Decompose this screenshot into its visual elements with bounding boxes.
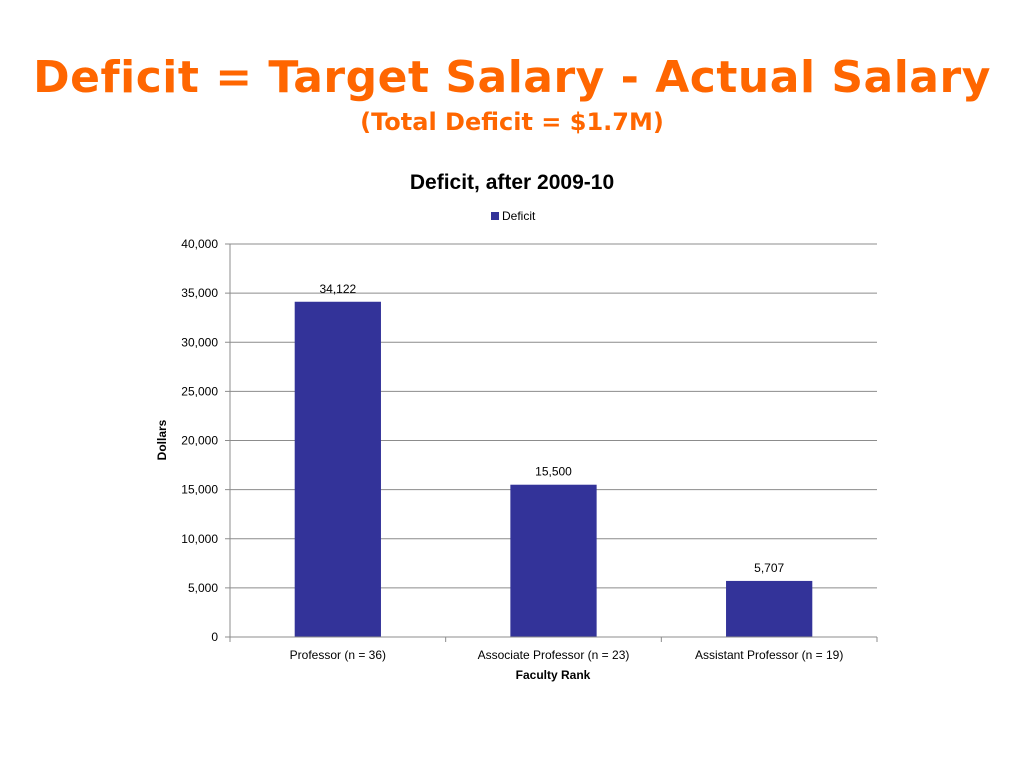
bar [294, 301, 381, 637]
y-tick-label: 25,000 [181, 384, 218, 398]
x-tick-label: Associate Professor (n = 23) [478, 648, 630, 662]
x-tick-label: Assistant Professor (n = 19) [695, 648, 843, 662]
x-axis-title: Faculty Rank [516, 668, 591, 682]
axes [225, 243, 878, 642]
bar [726, 580, 813, 637]
data-label: 5,707 [754, 561, 784, 575]
y-axis-tick-labels: 0 5,000 10,000 15,000 20,000 25,000 30,000 35,0… [181, 237, 218, 644]
data-labels: 34,122 15,500 5,707 [319, 282, 784, 575]
y-axis-title: Dollars [155, 419, 169, 460]
bars [294, 301, 813, 637]
bar [510, 484, 597, 637]
legend-label-deficit: Deficit [502, 209, 536, 223]
data-label: 34,122 [319, 282, 356, 296]
legend-swatch-deficit [491, 212, 499, 220]
y-tick-label: 35,000 [181, 286, 218, 300]
data-label: 15,500 [535, 465, 572, 479]
x-axis-tick-labels: Professor (n = 36) Associate Professor (n… [290, 648, 844, 662]
slide-subtitle: (Total Deficit = $1.7M) [360, 108, 664, 136]
y-tick-label: 15,000 [181, 483, 218, 497]
y-tick-label: 30,000 [181, 335, 218, 349]
legend: Deficit [491, 209, 536, 223]
chart-title: Deficit, after 2009-10 [410, 171, 614, 194]
y-tick-label: 10,000 [181, 532, 218, 546]
y-tick-label: 5,000 [188, 581, 218, 595]
y-tick-label: 0 [211, 630, 218, 644]
y-tick-label: 20,000 [181, 434, 218, 448]
y-tick-label: 40,000 [181, 237, 218, 251]
slide-title: Deficit = Target Salary - Actual Salary [33, 52, 991, 103]
x-tick-label: Professor (n = 36) [290, 648, 386, 662]
